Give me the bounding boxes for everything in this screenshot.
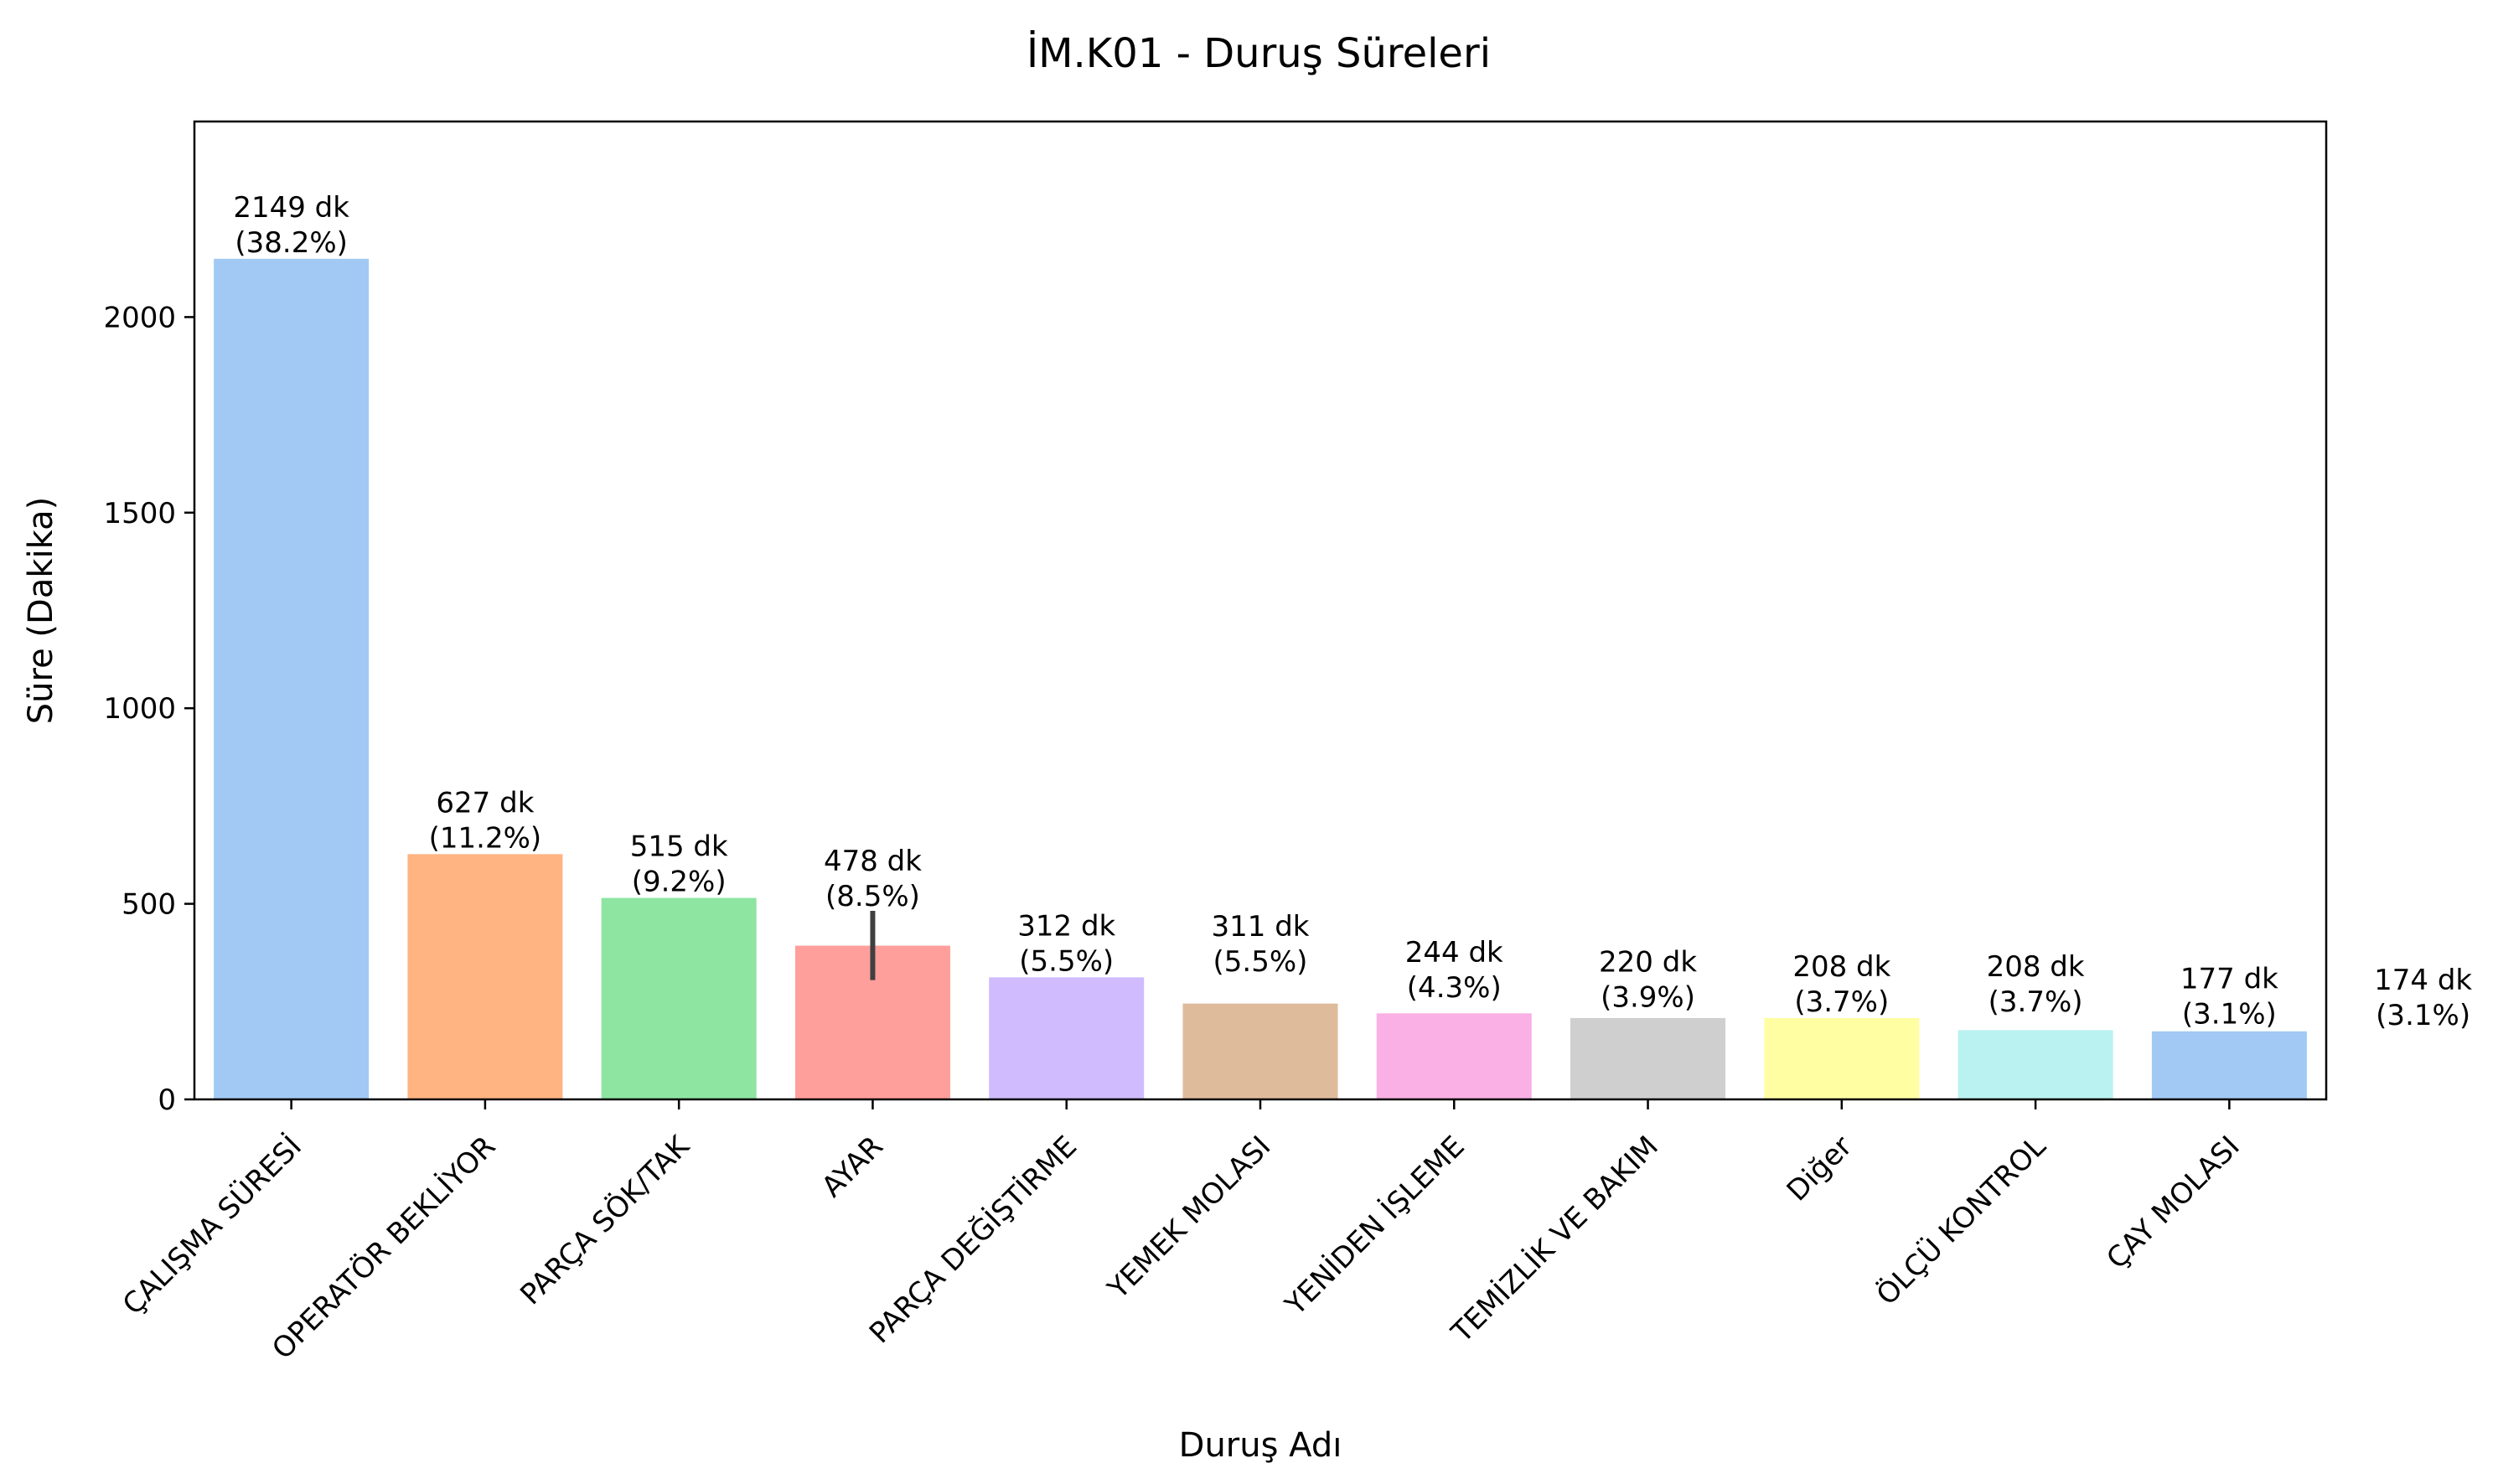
x-tick-label: OPERATÖR BEKLİYOR [265,1129,502,1366]
data-label: 311 dk [1212,910,1310,944]
data-label: (3.7%) [1989,985,2083,1019]
bar [407,854,563,1099]
plot-frame [193,120,2328,1101]
data-label: (11.2%) [429,821,542,855]
x-axis-label: Duruş Adı [1179,1426,1342,1465]
y-axis-label: Süre (Dakika) [22,497,60,724]
x-tick-label: ÖLÇÜ KONTROL [1870,1129,2052,1311]
x-tick-label: TEMİZLİK VE BAKIM [1445,1130,1665,1350]
bar [1182,1003,1338,1099]
data-label: (5.5%) [1019,944,1114,978]
data-label: (3.1%) [2182,997,2277,1031]
x-tick-label: YEMEK MOLASI [1101,1130,1278,1306]
data-label: 312 dk [1017,909,1115,943]
data-label: (3.1%) [2376,999,2470,1032]
data-label: 220 dk [1599,945,1697,979]
data-label: 515 dk [630,830,728,864]
bar [214,258,370,1099]
x-tick-label: Diğer [1781,1130,1859,1207]
bar [989,977,1145,1099]
x-tick-label: AYAR [815,1130,890,1204]
data-label: 174 dk [2374,964,2472,997]
x-tick-label: ÇALIŞMA SÜRESİ [116,1129,308,1321]
chart-title: İM.K01 - Duruş Süreleri [1027,30,1491,77]
data-label: 2149 dk [233,191,349,225]
data-label: (5.5%) [1213,945,1308,979]
bar [1958,1030,2113,1099]
y-tick-label: 1000 [103,692,176,726]
bar [601,897,757,1099]
y-tick-label: 2000 [103,301,176,334]
y-tick-label: 1500 [103,497,176,530]
data-label: 244 dk [1405,936,1503,970]
data-label: (9.2%) [632,866,727,899]
x-tick-label: PARÇA SÖK/TAK [514,1128,697,1311]
data-label: 208 dk [1987,950,2085,984]
data-label: (4.3%) [1407,971,1502,1005]
x-tick-label: PARÇA DEĞİŞTİRME [862,1129,1084,1350]
data-label: 177 dk [2180,962,2278,995]
data-label: 627 dk [436,786,534,820]
data-label: (3.9%) [1601,980,1695,1014]
y-tick-label: 500 [122,888,176,922]
data-label: (3.7%) [1794,985,1889,1019]
data-label: 478 dk [824,845,922,878]
x-tick-label: ÇAY MOLASI [2100,1130,2246,1275]
data-label: (8.5%) [825,880,920,913]
x-tick-label: YENİDEN İŞLEME [1278,1130,1471,1322]
bar [1764,1017,1920,1099]
bar [1376,1013,1532,1099]
y-tick-label: 0 [158,1083,176,1117]
bar [1570,1017,1726,1099]
bar [2151,1031,2307,1099]
data-label: (38.2%) [235,226,348,260]
data-label: 208 dk [1792,950,1890,984]
